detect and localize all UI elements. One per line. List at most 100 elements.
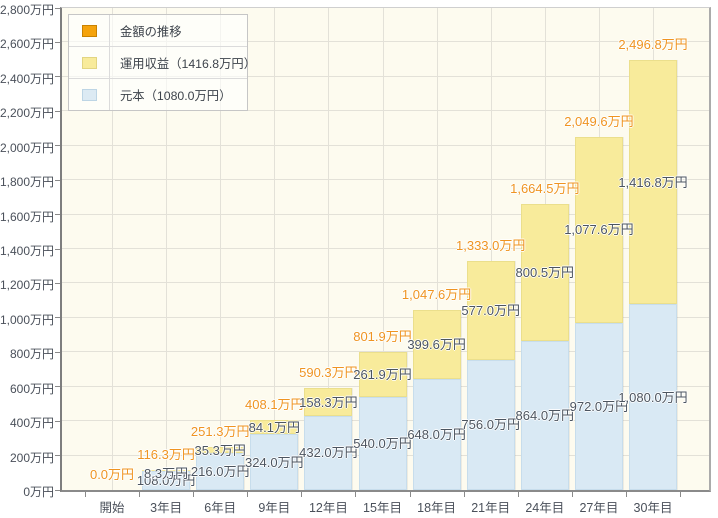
returns-value-label: 158.3万円 — [299, 394, 358, 410]
horizontal-gridline — [62, 179, 709, 181]
bar-returns-segment[interactable] — [574, 137, 623, 323]
total-value-label: 1,664.5万円 — [510, 180, 580, 196]
y-axis-tick-label: 2,200万円 — [0, 106, 55, 121]
x-axis-tick-label: 18年目 — [417, 501, 457, 515]
legend-swatch-cell — [69, 79, 110, 110]
horizontal-gridline — [62, 248, 709, 249]
legend-label-returns: 運用収益（1416.8万円） — [120, 56, 256, 71]
y-axis-tick-label: 2,600万円 — [0, 37, 55, 52]
x-axis-tick-label: 15年目 — [363, 501, 402, 515]
y-axis-tick — [55, 41, 60, 43]
x-axis-tick-label: 24年目 — [525, 501, 565, 515]
total-value-label: 2,049.6万円 — [564, 114, 634, 130]
y-axis-tick — [55, 145, 60, 147]
bar-principal-segment[interactable] — [142, 471, 191, 490]
bar-returns-segment[interactable] — [304, 388, 353, 416]
y-axis-tick — [55, 179, 60, 181]
legend-item-principal[interactable]: 元本（1080.0万円） — [69, 78, 247, 110]
bar-returns-segment[interactable] — [629, 60, 677, 305]
x-axis-tick — [463, 492, 465, 497]
legend-swatch-cell — [69, 15, 110, 46]
total-amount-swatch-icon — [81, 24, 97, 37]
y-axis-tick-label: 1,800万円 — [0, 175, 55, 190]
principal-value-label: 1,080.0万円 — [618, 389, 688, 405]
horizontal-gridline — [62, 41, 709, 43]
principal-value-label: 864.0万円 — [515, 408, 575, 424]
total-value-label: 116.3万円 — [137, 447, 195, 462]
bar-principal-segment[interactable] — [304, 415, 353, 490]
bar-returns-segment[interactable] — [520, 203, 569, 342]
bar-principal-segment[interactable] — [250, 434, 299, 490]
returns-value-label: 800.5万円 — [515, 264, 575, 280]
x-axis-tick — [193, 492, 195, 497]
returns-value-label: 84.1万円 — [248, 419, 300, 435]
horizontal-gridline — [62, 75, 709, 77]
y-axis-tick-label: 1,200万円 — [0, 278, 55, 293]
principal-swatch-icon — [81, 88, 97, 101]
bar-returns-segment[interactable] — [250, 419, 299, 435]
vertical-gridline — [166, 8, 168, 490]
y-axis-tick — [55, 282, 60, 284]
total-value-label: 1,047.6万円 — [401, 286, 472, 302]
bar-returns-segment[interactable] — [142, 470, 191, 472]
x-axis-tick — [247, 492, 249, 497]
x-axis-tick-label: 21年目 — [471, 501, 511, 515]
y-axis-tick — [55, 489, 60, 491]
bar-principal-segment[interactable] — [196, 452, 245, 490]
principal-value-label: 216.0万円 — [190, 463, 250, 479]
bar-returns-segment[interactable] — [196, 446, 245, 453]
horizontal-gridline — [62, 316, 709, 318]
x-axis-tick — [680, 492, 682, 497]
y-axis-tick-label: 1,600万円 — [0, 209, 55, 224]
total-value-label: 1,333.0万円 — [456, 237, 526, 253]
principal-value-label: 972.0万円 — [569, 398, 629, 414]
principal-value-label: 108.0万円 — [136, 473, 196, 489]
plot-area: 0.0万円 108.0万円 8.3万円 116.3万円 216.0万円 35.3万円 251… — [55, 7, 711, 497]
principal-value-label: 432.0万円 — [299, 445, 358, 461]
investment-returns-swatch-icon — [81, 56, 97, 69]
vertical-gridline — [112, 8, 113, 490]
y-axis-tick-label: 200万円 — [9, 450, 54, 465]
y-axis-tick — [55, 420, 60, 422]
y-axis-tick — [55, 214, 60, 216]
total-value-label: 2,496.8万円 — [618, 37, 688, 53]
y-axis-tick-label: 400万円 — [9, 416, 54, 431]
legend-item-total[interactable]: 金額の推移 — [69, 15, 247, 46]
bar-principal-segment[interactable] — [520, 341, 569, 490]
returns-value-label: 399.6万円 — [407, 336, 466, 352]
principal-value-label: 648.0万円 — [407, 426, 466, 442]
x-axis-tick-label: 3年目 — [150, 501, 183, 515]
horizontal-gridline — [62, 144, 709, 146]
y-axis-tick — [55, 386, 60, 388]
y-axis-tick — [55, 248, 60, 250]
bar-returns-segment[interactable] — [358, 351, 407, 397]
y-axis-tick-label: 2,000万円 — [0, 140, 55, 155]
x-axis-tick — [84, 492, 86, 497]
y-axis-tick — [55, 110, 60, 112]
y-axis-tick-label: 600万円 — [9, 381, 54, 396]
x-axis-tick — [626, 492, 627, 497]
returns-value-label: 577.0万円 — [461, 302, 520, 318]
y-axis-tick-label: 1,400万円 — [0, 244, 55, 258]
total-value-label: 251.3万円 — [190, 423, 250, 439]
legend-label-principal: 元本（1080.0万円） — [120, 88, 232, 103]
y-axis-tick — [55, 7, 60, 9]
total-value-label: 0.0万円 — [89, 467, 135, 482]
bar-returns-segment[interactable] — [412, 309, 461, 379]
bar-returns-segment[interactable] — [466, 260, 515, 360]
y-axis-tick — [55, 317, 60, 319]
principal-value-label: 324.0万円 — [245, 454, 304, 470]
returns-value-label: 1,077.6万円 — [564, 222, 634, 238]
x-axis-tick-label: 12年目 — [308, 501, 348, 515]
vertical-gridline — [436, 8, 438, 490]
bar-principal-segment[interactable] — [358, 397, 407, 490]
total-value-label: 408.1万円 — [245, 396, 304, 412]
bar-principal-segment[interactable] — [629, 304, 677, 490]
x-axis-tick — [517, 492, 519, 497]
bar-principal-segment[interactable] — [574, 322, 623, 490]
legend-item-returns[interactable]: 運用収益（1416.8万円） — [69, 46, 256, 78]
returns-value-label: 35.3万円 — [194, 442, 246, 458]
bar-principal-segment[interactable] — [466, 359, 515, 490]
bar-principal-segment[interactable] — [412, 378, 461, 490]
